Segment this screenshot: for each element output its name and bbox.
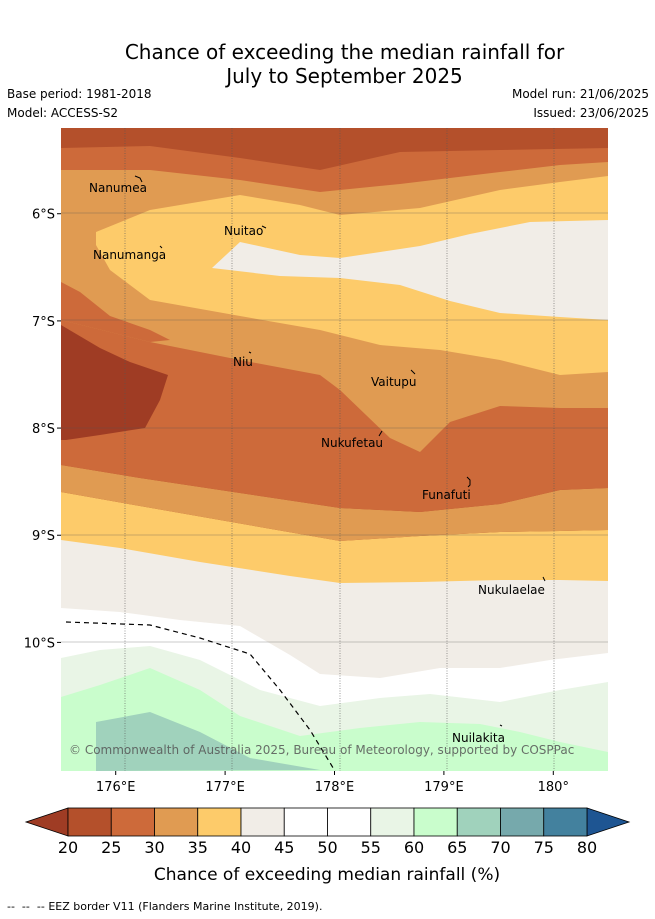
model-name: Model: ACCESS-S2 (7, 106, 119, 120)
island-shape-nukufetau (378, 430, 383, 437)
colorbar-tick-label: 50 (317, 838, 337, 857)
title-line-1: Chance of exceeding the median rainfall … (124, 40, 565, 64)
colorbar-over-arrow (586, 807, 631, 837)
title-line-2: July to September 2025 (226, 64, 463, 88)
colorbar-tick-label: 80 (577, 838, 597, 857)
y-tick-label: 9°S (32, 529, 55, 544)
x-tick-label: 180° (538, 780, 569, 795)
island-label-nukufetau: Nukufetau (321, 436, 383, 450)
colorbar-tick-label: 70 (490, 838, 510, 857)
island-shape-nanumea (134, 175, 143, 183)
colorbar-segment (154, 807, 199, 837)
colorbar-segment (110, 807, 155, 837)
island-shape-vaitupu (410, 369, 416, 375)
parallel-lines (61, 212, 608, 643)
island-labels: Nanumea Nuitao Nanumanga Niu Vaitupu Nuk… (89, 181, 545, 745)
island-label-niu: Niu (233, 355, 253, 369)
colorbar-segment (67, 807, 112, 837)
island-shape-funafuti (466, 476, 471, 488)
base-period: Base period: 1981-2018 (7, 87, 152, 101)
island-label-nanumea: Nanumea (89, 181, 147, 195)
band-65-70 (96, 712, 320, 771)
island-label-nanumanga: Nanumanga (93, 248, 166, 262)
y-tick-label: 7°S (32, 315, 55, 330)
colorbar-segment (413, 807, 458, 837)
island-markers (134, 175, 546, 727)
band-35-40-lower (61, 492, 608, 583)
colorbar-tick-label: 45 (274, 838, 294, 857)
eez-border-line (65, 621, 336, 772)
colorbar-tick-label: 65 (447, 838, 467, 857)
colorbar: 20 25 30 35 40 45 50 55 60 65 70 75 80 (24, 807, 631, 857)
x-tick-label: 176°E (96, 780, 136, 795)
colorbar-tick-label: 40 (231, 838, 251, 857)
model-run: Model run: 21/06/2025 (511, 87, 649, 101)
colorbar-tick-label: 75 (534, 838, 554, 857)
colorbar-tick-label: 35 (188, 838, 208, 857)
colorbar-segment (327, 807, 372, 837)
y-tick-label: 8°S (32, 422, 55, 437)
chart-title: Chance of exceeding the median rainfall … (0, 40, 655, 88)
colorbar-segment (283, 807, 328, 837)
colorbar-segment (500, 807, 545, 837)
colorbar-segment (370, 807, 415, 837)
eez-legend-dash: -- -- -- (7, 900, 49, 913)
colorbar-tick-label: 30 (144, 838, 164, 857)
grid-lines (124, 128, 555, 771)
island-label-nuitao: Nuitao (224, 224, 263, 238)
colorbar-tick-label: 55 (361, 838, 381, 857)
y-tick-label: 6°S (32, 208, 55, 223)
island-label-nuilakita: Nuilakita (452, 731, 505, 745)
island-label-funafuti: Funafuti (422, 488, 471, 502)
band-20-25-upper (61, 128, 608, 170)
x-tick-label: 179°E (424, 780, 464, 795)
eez-legend: -- -- -- EEZ border V11 (Flanders Marine… (7, 900, 322, 913)
colorbar-segment (240, 807, 285, 837)
copyright-notice: © Commonwealth of Australia 2025, Bureau… (69, 743, 574, 757)
x-axis: 176°E 177°E 178°E 179°E 180° (96, 771, 569, 795)
band-30-35-lower (61, 465, 608, 541)
colorbar-tick-label: 20 (58, 838, 78, 857)
colorbar-under-arrow (24, 807, 69, 837)
island-label-nukulaelae: Nukulaelae (478, 583, 545, 597)
x-tick-label: 177°E (205, 780, 245, 795)
band-20-25-west (61, 325, 168, 440)
contour-fill-layer (61, 128, 608, 771)
x-tick-label: 178°E (315, 780, 355, 795)
island-shape-nukulaelae (542, 576, 546, 582)
colorbar-segment (543, 807, 588, 837)
issued-date: Issued: 23/06/2025 (533, 106, 649, 120)
island-label-vaitupu: Vaitupu (371, 375, 417, 389)
band-40-45-upper (212, 220, 608, 320)
y-axis: 6°S 7°S 8°S 9°S 10°S (24, 208, 61, 651)
colorbar-segment (197, 807, 242, 837)
eez-legend-text: EEZ border V11 (Flanders Marine Institut… (48, 900, 323, 913)
colorbar-segment (456, 807, 501, 837)
island-shape-nuitao (261, 225, 267, 229)
colorbar-tick-label: 60 (404, 838, 424, 857)
band-25-30-west-edge (61, 282, 170, 342)
colorbar-label: Chance of exceeding median rainfall (%) (154, 865, 500, 885)
island-shape-nuilakita (499, 724, 503, 727)
island-shape-nanumanga (159, 245, 163, 249)
colorbar-tick-label: 25 (101, 838, 121, 857)
y-tick-label: 10°S (24, 636, 55, 651)
island-shape-niu (248, 351, 252, 354)
